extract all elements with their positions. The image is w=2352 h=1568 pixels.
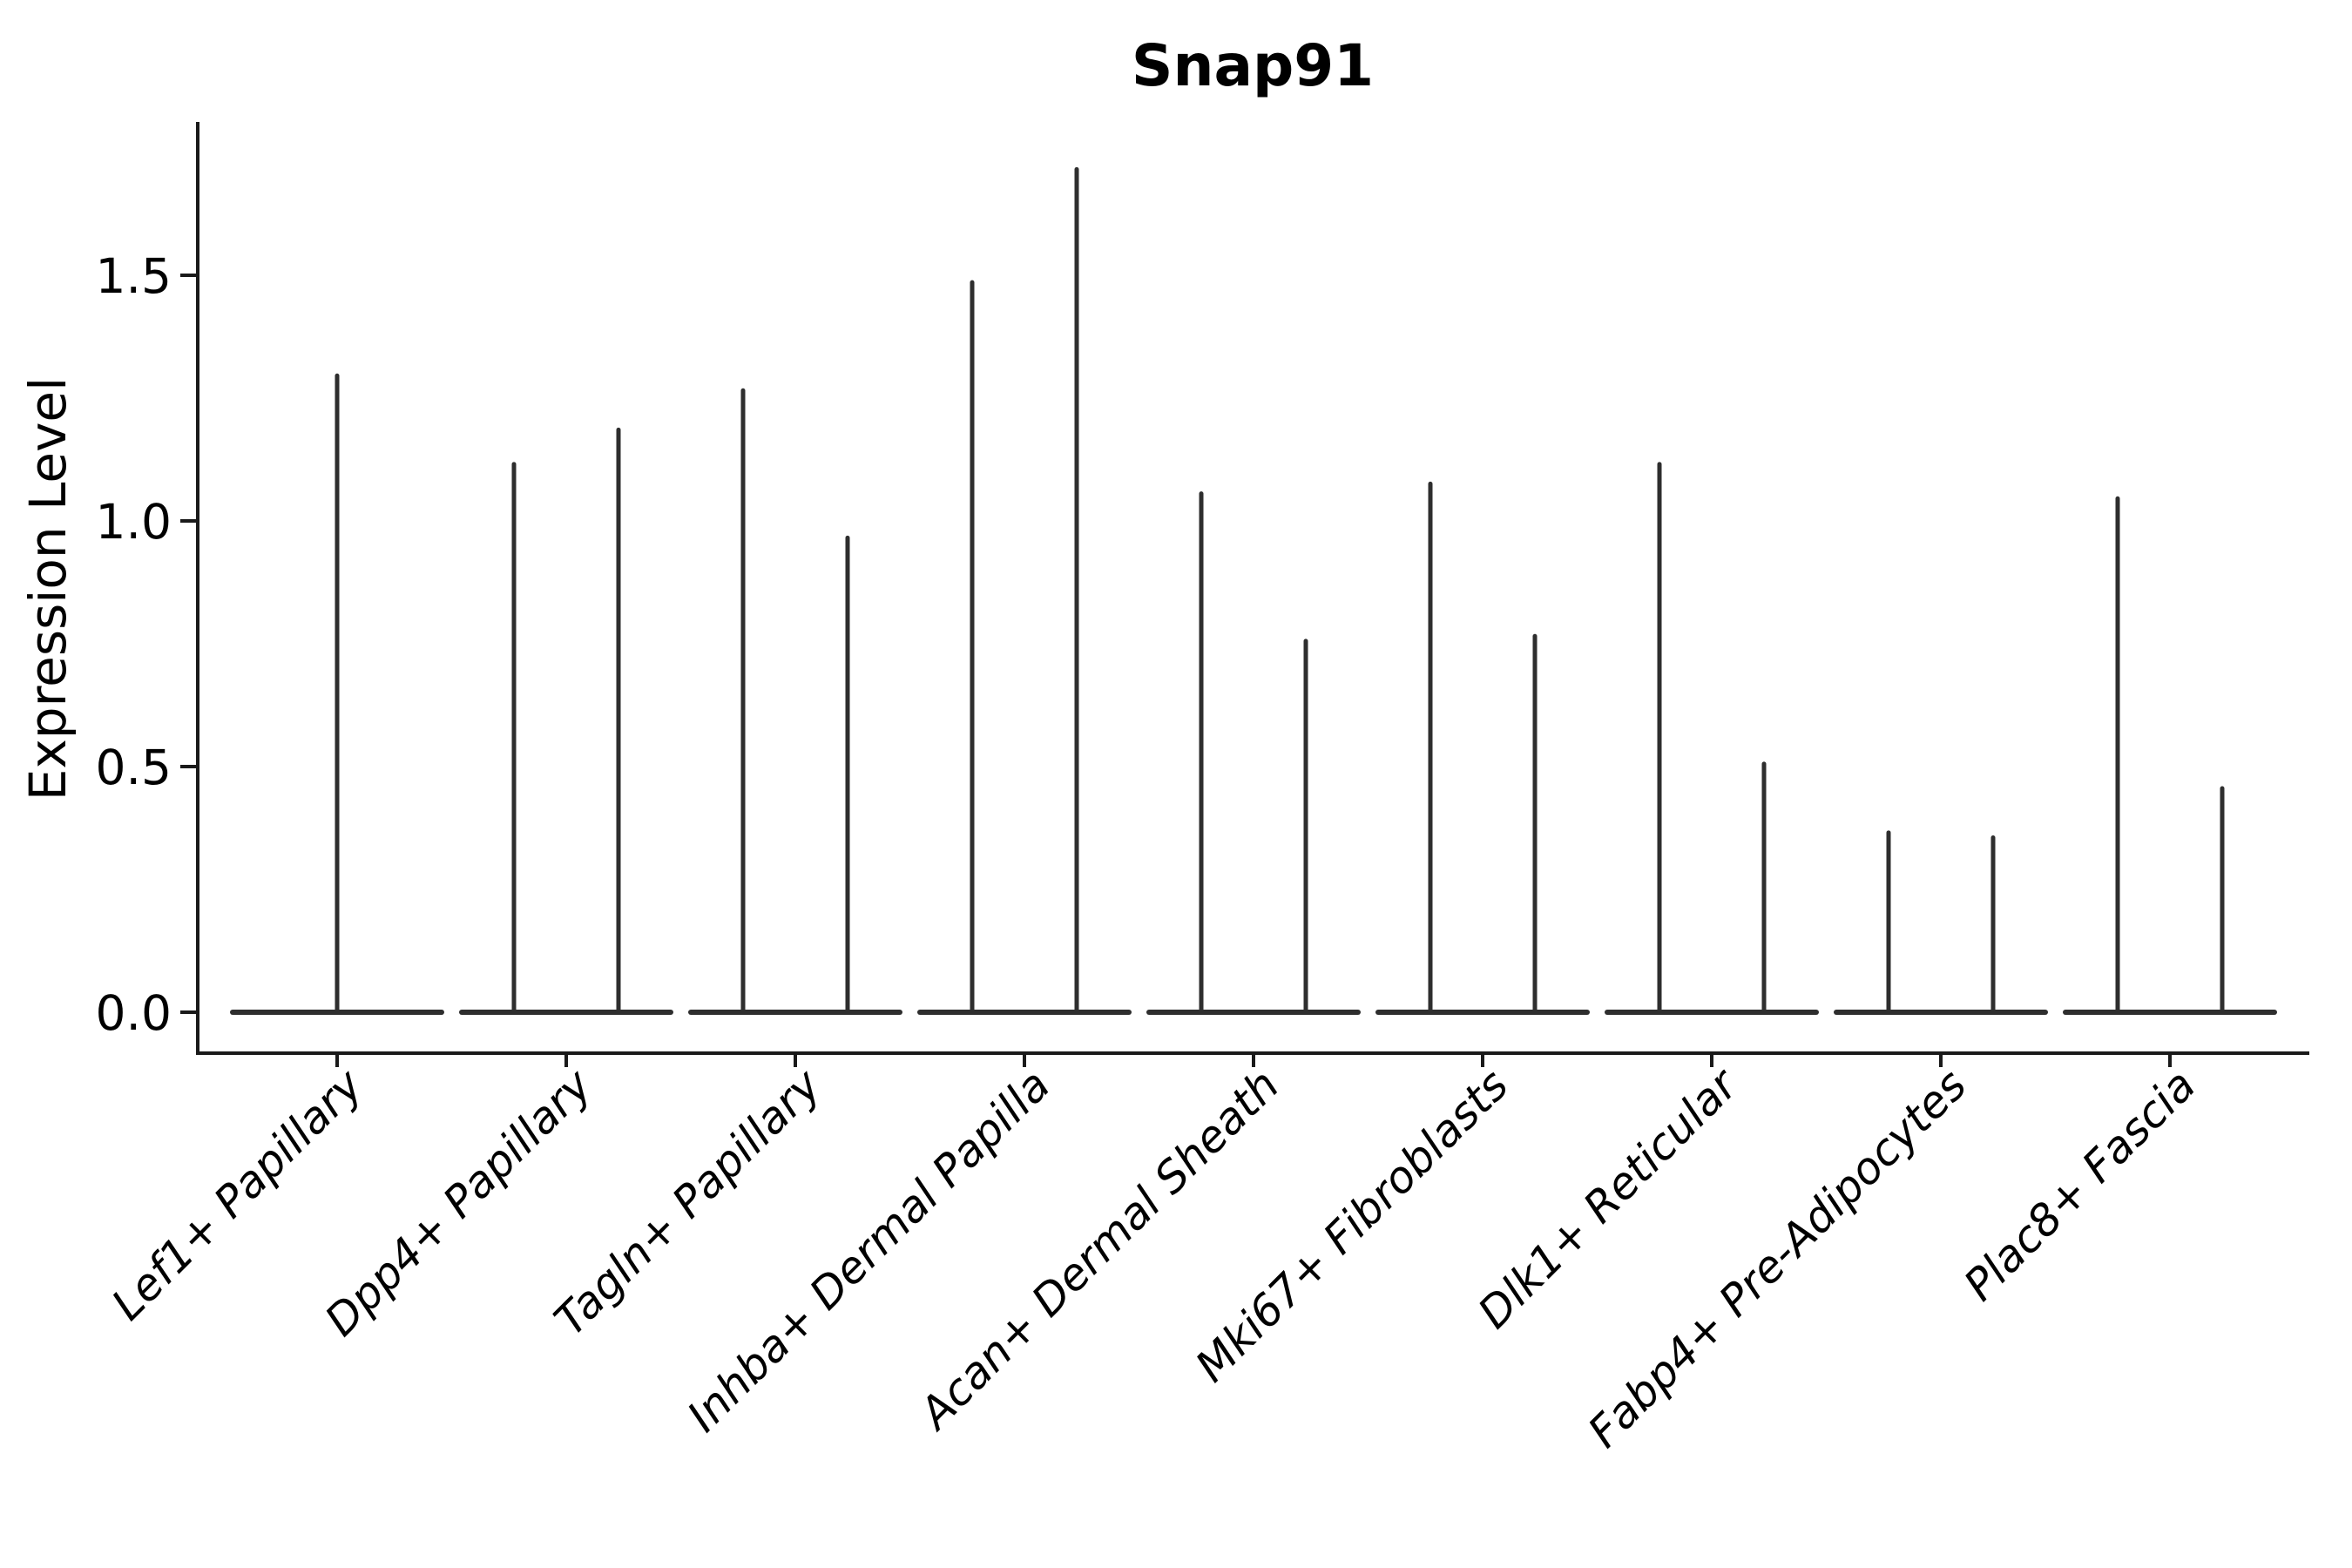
- violin-spike: [1199, 491, 1204, 1015]
- y-tick-label: 1.5: [96, 248, 172, 304]
- violin-spike: [740, 388, 746, 1016]
- y-tick-label: 1.0: [96, 494, 172, 550]
- y-axis-label: Expression Level: [18, 377, 78, 801]
- x-tick: [1710, 1053, 1713, 1067]
- violin-spike: [2220, 786, 2225, 1015]
- violin-spike: [970, 280, 975, 1015]
- violin-base: [1146, 1010, 1361, 1015]
- x-tick: [794, 1053, 797, 1067]
- y-tick: [180, 765, 196, 768]
- violin-spike: [845, 535, 850, 1015]
- violin-spike: [1990, 835, 1996, 1015]
- violin-spike: [1303, 639, 1308, 1015]
- x-category-label: Lef1+ Papillary: [102, 1058, 373, 1329]
- plot-title: Snap91: [1132, 32, 1374, 99]
- violin-spike: [511, 462, 517, 1015]
- y-tick-label: 0.5: [96, 740, 172, 795]
- violin-spike: [2115, 496, 2120, 1015]
- x-category-label: Fabp4+ Pre-Adipocytes: [1578, 1059, 1977, 1457]
- x-tick: [1481, 1053, 1484, 1067]
- x-category-label: Inhba+ Dermal Papilla: [678, 1059, 1059, 1441]
- violin-base: [1834, 1010, 2048, 1015]
- violin-spike: [1886, 830, 1891, 1015]
- violin-base: [917, 1010, 1132, 1015]
- x-tick: [564, 1053, 568, 1067]
- y-tick: [180, 274, 196, 277]
- violin-base: [688, 1010, 902, 1015]
- violin-spike: [1532, 633, 1538, 1015]
- violin-spike: [1428, 481, 1433, 1015]
- violin-spike: [1761, 761, 1767, 1015]
- x-tick: [1939, 1053, 1943, 1067]
- x-axis-spine: [196, 1051, 2309, 1055]
- y-axis-spine: [196, 122, 199, 1055]
- x-category-label: Plac8+ Fascia: [1955, 1059, 2206, 1310]
- violin-spike: [616, 427, 621, 1016]
- y-tick: [180, 1010, 196, 1014]
- y-tick-label: 0.0: [96, 985, 172, 1041]
- violin-base: [1375, 1010, 1590, 1015]
- x-tick: [2168, 1053, 2172, 1067]
- x-tick: [335, 1053, 339, 1067]
- violin-base: [1605, 1010, 1819, 1015]
- violin-spike: [335, 373, 340, 1015]
- violin-base: [2063, 1010, 2277, 1015]
- violin-spike: [1657, 462, 1662, 1015]
- x-tick: [1252, 1053, 1255, 1067]
- x-tick: [1023, 1053, 1026, 1067]
- x-category-label: Acan+ Dermal Sheath: [909, 1059, 1289, 1440]
- violin-spike: [1074, 166, 1079, 1016]
- y-tick: [180, 519, 196, 523]
- violin-base: [459, 1010, 673, 1015]
